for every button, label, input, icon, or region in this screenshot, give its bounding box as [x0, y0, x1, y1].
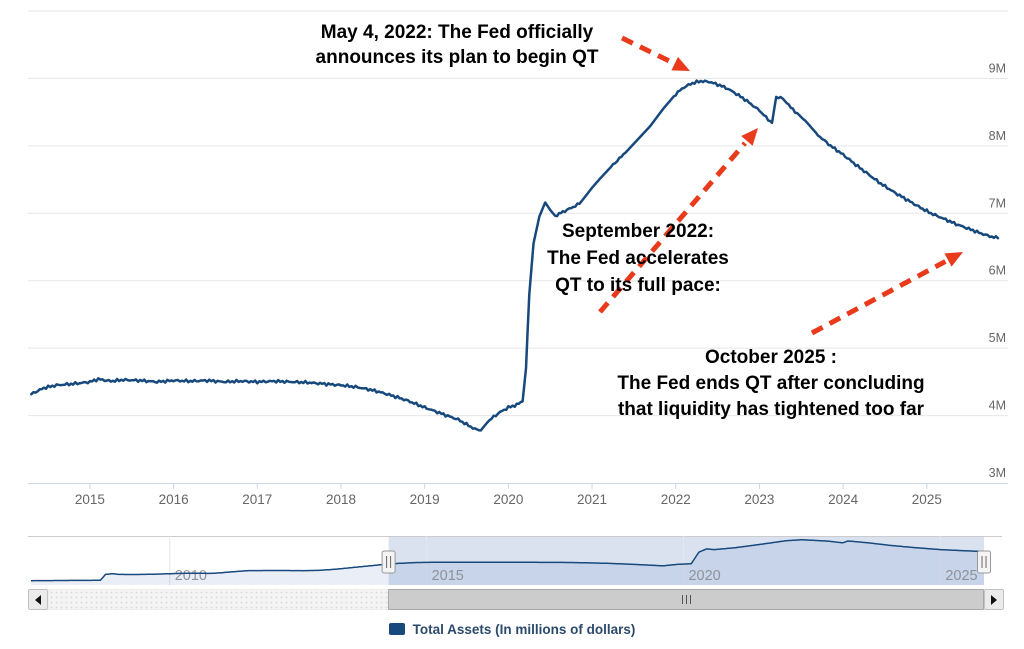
- navigator-year-label: 2025: [945, 568, 977, 584]
- x-axis-label: 2021: [577, 492, 607, 507]
- y-axis-label: 5M: [989, 331, 1006, 345]
- x-axis-label: 2017: [242, 492, 272, 507]
- scroll-right-icon: [991, 594, 997, 605]
- x-axis-label: 2024: [828, 492, 859, 507]
- navigator-handle-left[interactable]: [381, 550, 396, 574]
- y-axis-label: 3M: [989, 466, 1006, 480]
- scroll-left-icon: [35, 594, 41, 605]
- x-axis-label: 2016: [159, 492, 189, 507]
- x-axis-label: 2020: [493, 492, 523, 507]
- legend-series-swatch: [388, 623, 405, 635]
- x-axis-label: 2025: [912, 492, 942, 507]
- y-axis-label: 7M: [989, 196, 1006, 210]
- scrollbar-grip: [681, 595, 683, 604]
- annotation-september-2022: September 2022: The Fed accelerates QT t…: [547, 218, 729, 299]
- y-axis-label: 4M: [989, 399, 1006, 413]
- x-axis-label: 2019: [410, 492, 440, 507]
- scrollbar-left-button[interactable]: [28, 589, 48, 610]
- annotation-arrow-1: [620, 35, 674, 65]
- annotation-line: The Fed accelerates: [547, 248, 729, 269]
- annotation-line: QT to its full pace:: [555, 275, 721, 296]
- x-axis-label: 2015: [75, 492, 105, 507]
- annotation-arrowhead-1: [671, 56, 690, 71]
- scrollbar-thumb[interactable]: [388, 589, 984, 610]
- scrollbar-right-button[interactable]: [984, 589, 1004, 610]
- annotation-may-2022: May 4, 2022: The Fed officially announce…: [316, 20, 599, 70]
- navigator-series-line: [31, 538, 984, 582]
- legend[interactable]: Total Assets (In millions of dollars): [0, 618, 1024, 640]
- annotation-line: October 2025 :: [704, 347, 837, 368]
- y-axis-label: 8M: [989, 129, 1006, 143]
- annotation-line: that liquidity has tightened too far: [617, 399, 925, 420]
- annotation-arrow-2: [598, 141, 747, 314]
- total-assets-series-line[interactable]: [30, 79, 1000, 432]
- x-axis-label: 2018: [326, 492, 356, 507]
- x-axis-label: 2022: [661, 492, 691, 507]
- annotation-arrowhead-2: [741, 128, 758, 146]
- annotation-line: September 2022:: [561, 221, 715, 242]
- annotation-line: The Fed ends QT after concluding: [617, 373, 925, 394]
- annotation-arrow-3: [810, 259, 947, 336]
- scrollbar-grip: [685, 595, 687, 604]
- annotation-line: announces its plan to begin QT: [315, 47, 599, 68]
- scrollbar-grip: [689, 595, 691, 604]
- annotation-arrowhead-3: [944, 252, 963, 267]
- x-axis-label: 2023: [744, 492, 774, 507]
- annotation-october-2025: October 2025 : The Fed ends QT after con…: [617, 345, 924, 423]
- navigator-year-label: 2020: [688, 568, 720, 584]
- navigator-handle-right[interactable]: [977, 550, 992, 574]
- navigator-year-label: 2010: [175, 568, 207, 584]
- y-axis-label: 9M: [989, 61, 1006, 75]
- y-axis-label: 6M: [989, 264, 1006, 278]
- annotation-line: May 4, 2022: The Fed officially: [320, 22, 594, 43]
- navigator-year-label: 2015: [432, 568, 464, 584]
- chart-scrollbar: [0, 589, 1024, 610]
- legend-series-label: Total Assets (In millions of dollars): [412, 621, 636, 637]
